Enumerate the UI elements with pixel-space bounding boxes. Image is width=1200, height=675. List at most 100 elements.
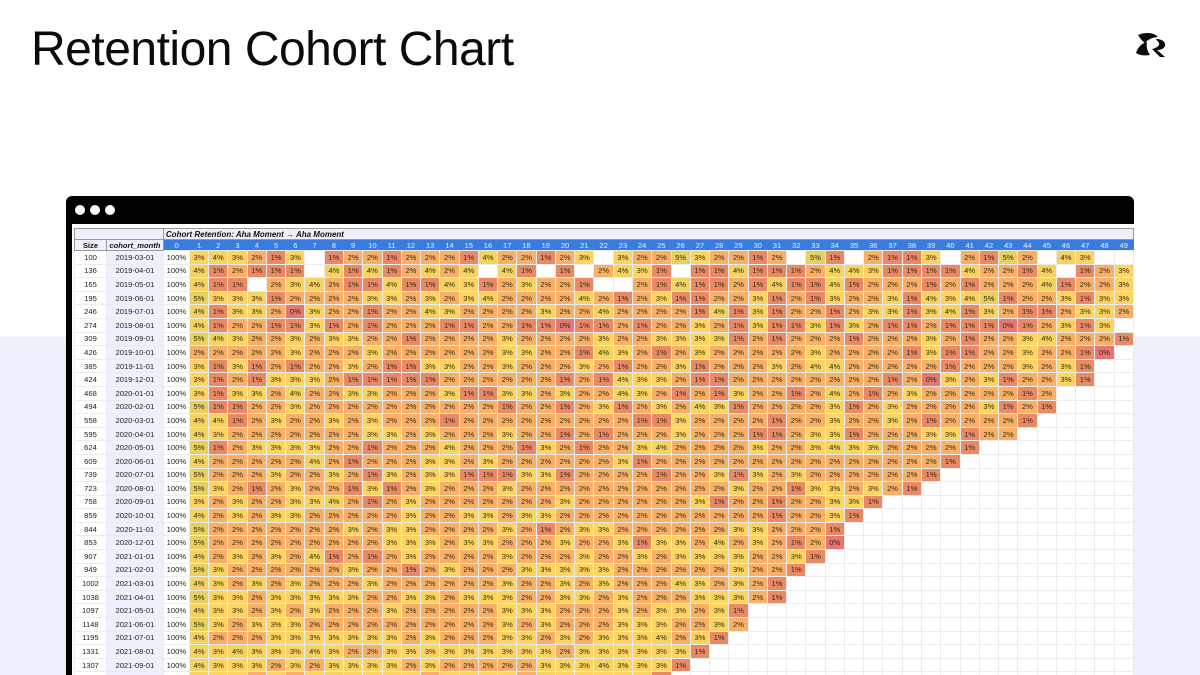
retention-cell[interactable]: 2%: [420, 549, 441, 564]
retention-cell[interactable]: [978, 467, 1000, 483]
retention-cell[interactable]: 2%: [458, 345, 479, 360]
retention-cell[interactable]: 3%: [689, 549, 711, 564]
retention-cell[interactable]: 3%: [458, 508, 479, 523]
retention-cell[interactable]: 2%: [631, 494, 653, 510]
retention-cell[interactable]: 2%: [535, 630, 556, 646]
retention-cell[interactable]: 2%: [766, 440, 788, 455]
retention-cell[interactable]: [978, 630, 1000, 646]
retention-cell[interactable]: 2%: [1017, 250, 1038, 265]
retention-cell[interactable]: 1%: [920, 413, 942, 428]
retention-cell[interactable]: 1%: [342, 453, 364, 469]
retention-cell[interactable]: [863, 657, 884, 673]
retention-cell[interactable]: [766, 617, 788, 632]
retention-cell[interactable]: [1055, 630, 1077, 646]
retention-cell[interactable]: [1055, 413, 1077, 428]
retention-cell[interactable]: 5%: [188, 440, 210, 455]
retention-cell[interactable]: [978, 440, 1000, 455]
retention-cell[interactable]: [978, 617, 1000, 632]
retention-cell[interactable]: [998, 657, 1019, 673]
retention-cell[interactable]: [959, 467, 980, 483]
retention-cell[interactable]: [1017, 494, 1038, 510]
retention-cell[interactable]: 3%: [612, 603, 633, 619]
retention-cell[interactable]: 1%: [593, 317, 614, 333]
retention-cell[interactable]: 2%: [747, 508, 768, 523]
retention-cell[interactable]: 2%: [1094, 277, 1115, 292]
retention-cell[interactable]: 2%: [208, 494, 229, 510]
retention-cell[interactable]: [940, 250, 961, 265]
retention-cell[interactable]: 2%: [766, 399, 788, 415]
base-retention-cell[interactable]: 100%: [162, 385, 190, 401]
retention-cell[interactable]: 2%: [458, 304, 479, 319]
retention-cell[interactable]: 2%: [246, 562, 267, 578]
retention-cell[interactable]: [959, 521, 980, 537]
retention-cell[interactable]: 2%: [863, 345, 884, 360]
retention-cell[interactable]: 2%: [670, 440, 691, 455]
retention-cell[interactable]: [940, 549, 961, 564]
retention-cell[interactable]: [940, 576, 961, 591]
retention-cell[interactable]: 2%: [400, 345, 422, 360]
retention-cell[interactable]: 1%: [497, 467, 518, 483]
retention-cell[interactable]: 2%: [998, 277, 1019, 292]
retention-cell[interactable]: 1%: [1017, 413, 1038, 428]
retention-cell[interactable]: 1%: [728, 467, 749, 483]
retention-cell[interactable]: 2%: [1036, 317, 1057, 333]
retention-cell[interactable]: 3%: [535, 440, 556, 455]
retention-cell[interactable]: [882, 603, 903, 619]
retention-cell[interactable]: 3%: [227, 657, 248, 673]
retention-cell[interactable]: 1%: [901, 250, 922, 265]
retention-cell[interactable]: 2%: [882, 453, 903, 469]
retention-cell[interactable]: 2%: [246, 467, 267, 483]
retention-cell[interactable]: [1036, 426, 1057, 442]
retention-cell[interactable]: 4%: [612, 385, 633, 401]
retention-cell[interactable]: [766, 657, 788, 673]
base-retention-cell[interactable]: 100%: [162, 453, 190, 469]
retention-cell[interactable]: 2%: [304, 657, 325, 673]
retention-cell[interactable]: 1%: [998, 290, 1019, 306]
retention-cell[interactable]: [728, 657, 749, 673]
retention-cell[interactable]: [1017, 562, 1038, 578]
retention-cell[interactable]: 2%: [516, 372, 537, 387]
retention-cell[interactable]: 2%: [535, 331, 556, 347]
retention-cell[interactable]: 1%: [766, 494, 788, 510]
retention-cell[interactable]: 1%: [400, 358, 422, 374]
retention-cell[interactable]: 2%: [670, 562, 691, 578]
retention-cell[interactable]: 2%: [439, 290, 460, 306]
retention-cell[interactable]: [959, 630, 980, 646]
retention-cell[interactable]: 2%: [497, 535, 518, 551]
retention-cell[interactable]: 1%: [882, 372, 903, 387]
retention-cell[interactable]: 2%: [728, 453, 749, 469]
retention-cell[interactable]: 2%: [959, 385, 980, 401]
retention-cell[interactable]: 1%: [670, 385, 691, 401]
retention-cell[interactable]: 4%: [188, 317, 210, 333]
retention-cell[interactable]: [863, 576, 884, 591]
retention-cell[interactable]: 2%: [631, 399, 653, 415]
retention-cell[interactable]: [978, 453, 1000, 469]
retention-cell[interactable]: 0%: [998, 317, 1019, 333]
retention-cell[interactable]: [1094, 576, 1115, 591]
retention-cell[interactable]: 1%: [458, 467, 479, 483]
retention-cell[interactable]: 1%: [246, 372, 267, 387]
retention-cell[interactable]: [1075, 589, 1096, 605]
retention-cell[interactable]: [920, 644, 942, 659]
retention-cell[interactable]: 3%: [593, 399, 614, 415]
base-retention-cell[interactable]: 100%: [162, 562, 190, 578]
retention-cell[interactable]: 2%: [574, 481, 595, 496]
retention-cell[interactable]: [1113, 549, 1134, 564]
retention-cell[interactable]: 4%: [188, 644, 210, 659]
retention-cell[interactable]: 3%: [400, 508, 422, 523]
retention-cell[interactable]: 3%: [516, 467, 537, 483]
retention-cell[interactable]: [843, 657, 865, 673]
retention-cell[interactable]: 2%: [593, 508, 614, 523]
retention-cell[interactable]: [1055, 535, 1077, 551]
retention-cell[interactable]: 3%: [728, 521, 749, 537]
retention-cell[interactable]: [574, 263, 595, 279]
retention-cell[interactable]: 2%: [651, 589, 672, 605]
retention-cell[interactable]: 3%: [535, 508, 556, 523]
retention-cell[interactable]: 2%: [554, 508, 576, 523]
retention-cell[interactable]: 2%: [651, 453, 672, 469]
retention-cell[interactable]: 2%: [323, 440, 345, 455]
retention-cell[interactable]: 2%: [709, 576, 730, 591]
retention-cell[interactable]: 4%: [728, 263, 749, 279]
retention-cell[interactable]: 2%: [323, 535, 345, 551]
retention-cell[interactable]: 3%: [381, 657, 402, 673]
